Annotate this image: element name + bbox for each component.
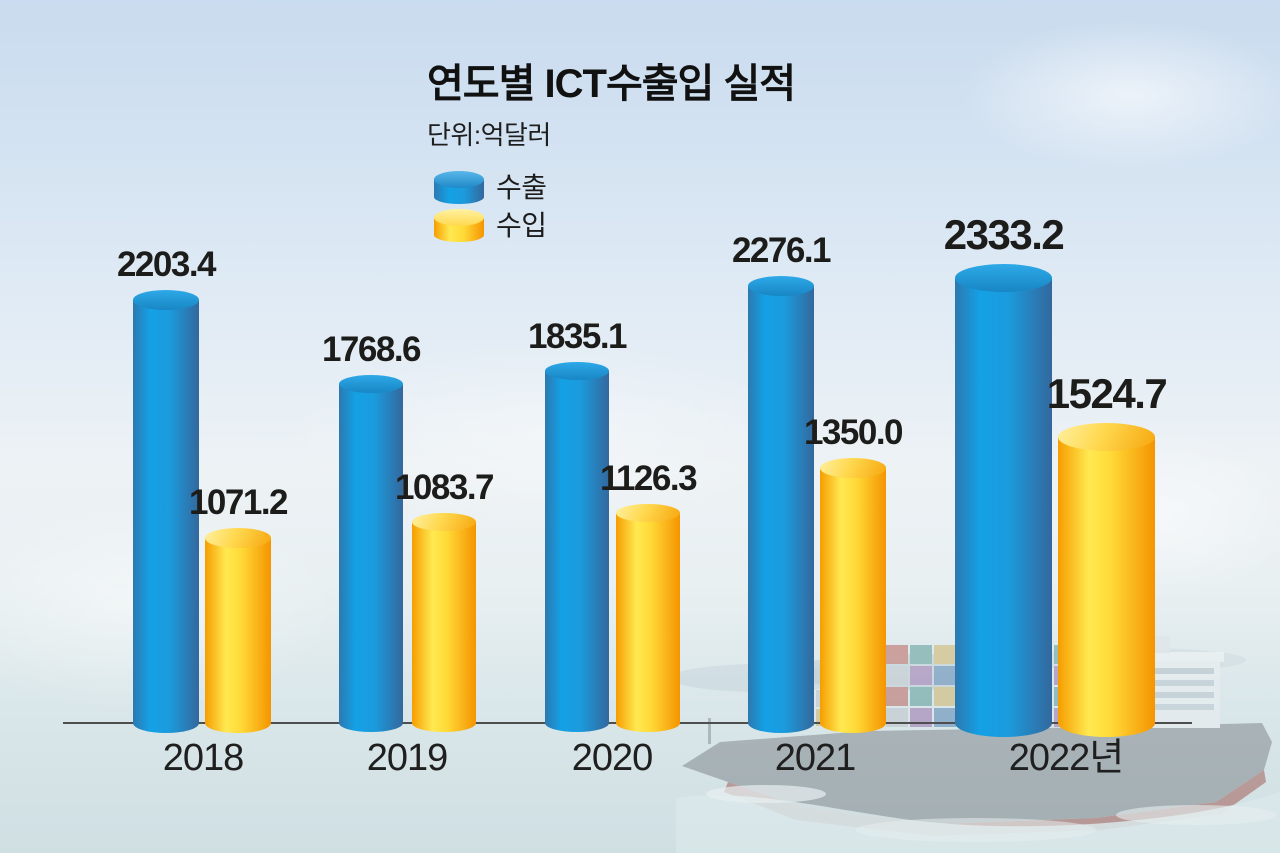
x-axis-label-2019: 2019	[366, 737, 449, 779]
import-bar-2021	[820, 458, 886, 733]
import-value-label-2019: 1083.7	[394, 468, 495, 507]
export-bar-2019	[339, 375, 403, 732]
import-bar-2019	[412, 513, 476, 732]
x-axis-label-2018: 2018	[162, 737, 245, 779]
import-bar-2022년	[1058, 423, 1155, 737]
import-bar-body	[1058, 437, 1155, 737]
legend-label-import: 수입	[496, 209, 547, 241]
legend-item-import: 수입	[434, 209, 547, 242]
chart-legend: 수출 수입	[434, 171, 547, 242]
export-bar-2020	[545, 362, 609, 732]
export-value-label-2019: 1768.6	[321, 330, 422, 369]
export-bar-cap	[339, 375, 403, 393]
export-bar-cap	[545, 362, 609, 380]
export-bar-body	[545, 371, 609, 732]
export-bar-cap	[955, 264, 1052, 292]
import-bar-body	[412, 522, 476, 732]
import-bar-2020	[616, 504, 680, 732]
import-bar-body	[616, 513, 680, 732]
export-bar-2022년	[955, 264, 1052, 737]
export-bar-2018	[133, 290, 199, 733]
import-bar-cap	[1058, 423, 1155, 451]
export-bar-body	[748, 286, 814, 733]
export-value-label-2022년: 2333.2	[943, 211, 1065, 258]
export-bar-body	[133, 300, 199, 733]
import-bar-cap	[820, 458, 886, 478]
export-bar-cap	[133, 290, 199, 310]
export-bar-body	[955, 278, 1052, 737]
import-bar-2018	[205, 528, 271, 733]
import-value-label-2022년: 1524.7	[1046, 370, 1168, 417]
unit-label: 단위:억달러	[427, 120, 551, 150]
export-value-label-2021: 2276.1	[731, 231, 832, 270]
x-axis-label-2020: 2020	[571, 737, 654, 779]
export-bar-2021	[748, 276, 814, 733]
import-bar-body	[205, 538, 271, 733]
export-bar-cap	[748, 276, 814, 296]
export-cylinder-icon	[434, 171, 484, 204]
import-bar-body	[820, 468, 886, 733]
import-bar-cap	[616, 504, 680, 522]
export-value-label-2018: 2203.4	[116, 245, 217, 284]
export-value-label-2020: 1835.1	[527, 317, 628, 356]
import-bar-cap	[412, 513, 476, 531]
x-axis-label-2021: 2021	[774, 737, 857, 779]
x-axis-label-2022년: 2022년	[1008, 737, 1124, 779]
import-value-label-2021: 1350.0	[803, 413, 904, 452]
import-cylinder-icon	[434, 209, 484, 242]
import-bar-cap	[205, 528, 271, 548]
export-bar-body	[339, 384, 403, 732]
legend-item-export: 수출	[434, 171, 547, 204]
legend-label-export: 수출	[496, 171, 547, 203]
chart-title: 연도별 ICT수출입 실적	[427, 62, 796, 106]
import-value-label-2018: 1071.2	[188, 483, 289, 522]
import-value-label-2020: 1126.3	[599, 459, 698, 498]
